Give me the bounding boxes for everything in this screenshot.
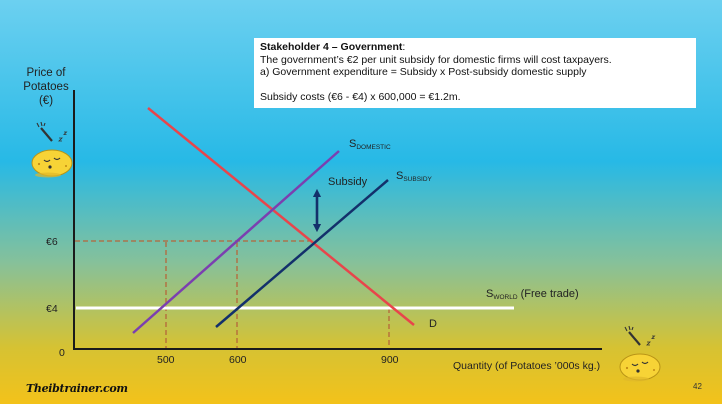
explanation-box: Stakeholder 4 – Government: The governme…	[254, 38, 696, 108]
demand-curve	[147, 107, 415, 326]
x-axis-title: Quantity (of Potatoes ’000s kg.)	[453, 360, 600, 372]
potato-with-fork-icon	[619, 325, 661, 382]
subsidy-supply-curve	[215, 179, 389, 328]
y-axis-title: Price of Potatoes (€)	[16, 66, 76, 108]
potato-with-fork-icon	[31, 121, 73, 178]
s-subsidy-letter: S	[396, 170, 403, 182]
y-title-line-1: Price of	[26, 67, 66, 79]
label-s-domestic: SDOMESTIC	[349, 138, 391, 151]
domestic-supply-curve	[132, 150, 340, 334]
heading-colon: :	[402, 41, 406, 53]
label-s-world: SWORLD (Free trade)	[486, 288, 579, 301]
heading-text: Stakeholder 4 – Government	[260, 41, 403, 53]
y-title-line-2: Potatoes	[23, 81, 69, 93]
y-tick-4: €4	[46, 303, 58, 315]
s-world-subscript: WORLD	[493, 294, 518, 301]
explanation-line-2: a) Government expenditure = Subsidy x Po…	[260, 66, 587, 78]
y-tick-6: €6	[46, 236, 58, 248]
explanation-heading: Stakeholder 4 – Government:	[260, 41, 690, 54]
label-subsidy: Subsidy	[328, 176, 368, 188]
brand-logo: Theibtrainer.com	[26, 382, 128, 395]
s-domestic-letter: S	[349, 138, 356, 150]
s-world-suffix: (Free trade)	[518, 288, 579, 300]
origin-label: 0	[59, 347, 65, 359]
s-domestic-subscript: DOMESTIC	[356, 144, 391, 151]
label-s-subsidy: SSUBSIDY	[396, 170, 433, 183]
explanation-line-1: The government’s €2 per unit subsidy for…	[260, 53, 612, 66]
y-title-line-3: (€)	[38, 95, 54, 107]
explanation-line-3: Subsidy costs (€6 - €4) x 600,000 = €1.2…	[260, 90, 461, 103]
x-tick-900: 900	[381, 354, 399, 366]
s-subsidy-subscript: SUBSIDY	[403, 176, 432, 183]
x-tick-500: 500	[157, 354, 175, 366]
page-number: 42	[693, 382, 702, 391]
label-demand: D	[429, 318, 437, 330]
x-tick-600: 600	[229, 354, 247, 366]
s-world-letter: S	[486, 288, 493, 300]
